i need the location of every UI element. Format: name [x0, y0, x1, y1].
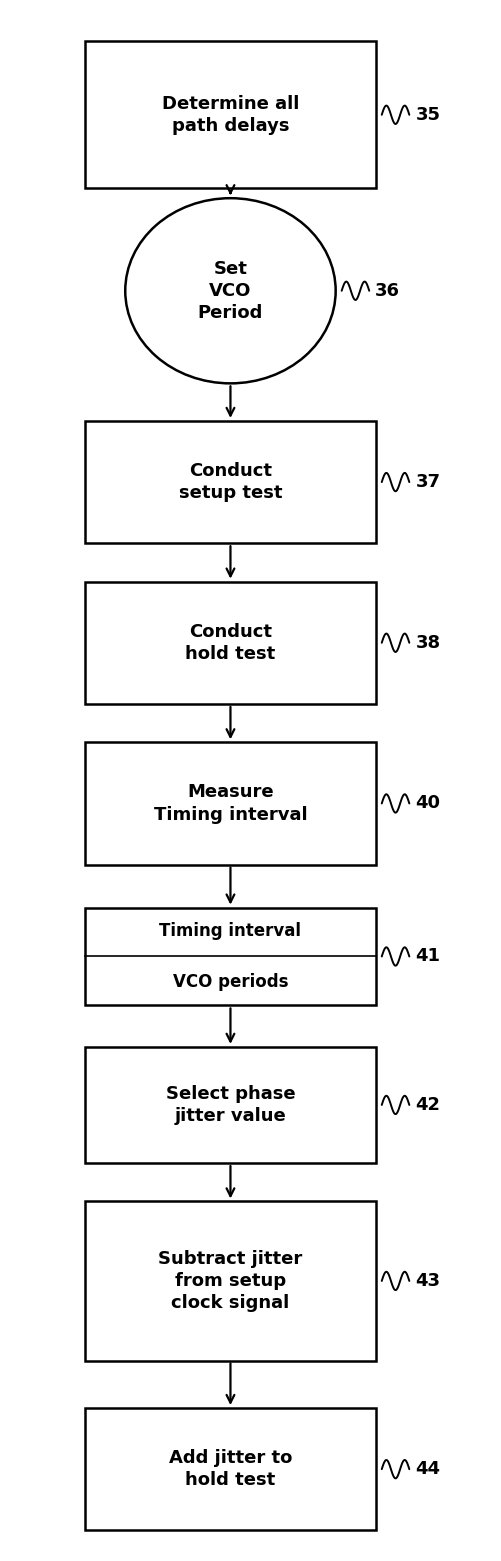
Text: Measure
Timing interval: Measure Timing interval	[154, 784, 307, 824]
FancyBboxPatch shape	[85, 421, 376, 543]
Text: Determine all
path delays: Determine all path delays	[162, 95, 299, 134]
Text: 40: 40	[415, 795, 440, 812]
Text: Set
VCO
Period: Set VCO Period	[198, 259, 263, 322]
Text: Subtract jitter
from setup
clock signal: Subtract jitter from setup clock signal	[158, 1250, 303, 1313]
FancyBboxPatch shape	[85, 741, 376, 865]
Text: 35: 35	[415, 106, 440, 123]
Text: 37: 37	[415, 473, 440, 492]
Text: Conduct
hold test: Conduct hold test	[185, 623, 276, 663]
Text: 42: 42	[415, 1096, 440, 1115]
Text: VCO periods: VCO periods	[173, 973, 288, 991]
Text: 41: 41	[415, 948, 440, 966]
Text: 43: 43	[415, 1272, 440, 1289]
Text: 36: 36	[375, 283, 400, 300]
Ellipse shape	[125, 198, 336, 384]
FancyBboxPatch shape	[85, 1202, 376, 1361]
Text: Conduct
setup test: Conduct setup test	[179, 462, 282, 503]
FancyBboxPatch shape	[85, 582, 376, 704]
FancyBboxPatch shape	[85, 1047, 376, 1163]
FancyBboxPatch shape	[85, 1408, 376, 1530]
Text: Timing interval: Timing interval	[159, 923, 302, 940]
Text: 38: 38	[415, 634, 440, 652]
Text: 44: 44	[415, 1460, 440, 1478]
Text: Add jitter to
hold test: Add jitter to hold test	[169, 1449, 292, 1489]
Text: Select phase
jitter value: Select phase jitter value	[166, 1085, 295, 1125]
FancyBboxPatch shape	[85, 41, 376, 189]
FancyBboxPatch shape	[85, 907, 376, 1005]
